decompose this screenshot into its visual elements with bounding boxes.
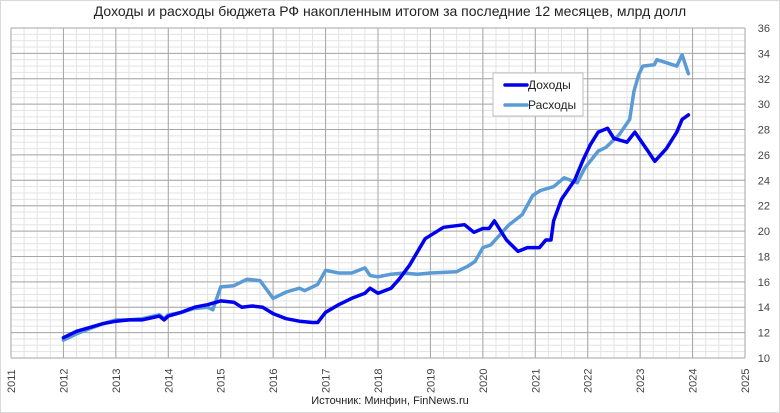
- x-tick-label: 2025: [740, 369, 752, 393]
- y-tick-label: 34: [758, 48, 770, 60]
- y-tick-label: 10: [758, 353, 770, 365]
- x-tick-label: 2018: [373, 369, 385, 393]
- legend-box: [492, 72, 584, 117]
- y-tick-label: 28: [758, 125, 770, 137]
- x-tick-label: 2017: [321, 369, 333, 393]
- chart-title: Доходы и расходы бюджета РФ накопленным …: [93, 3, 687, 19]
- x-tick-label: 2014: [163, 369, 175, 393]
- legend-label: Расходы: [528, 98, 576, 112]
- y-tick-label: 36: [758, 23, 770, 35]
- x-tick-label: 2016: [268, 369, 280, 393]
- x-tick-label: 2023: [635, 369, 647, 393]
- y-tick-label: 26: [758, 150, 770, 162]
- y-tick-label: 20: [758, 226, 770, 238]
- x-tick-label: 2019: [425, 369, 437, 393]
- legend-label: Доходы: [528, 78, 571, 92]
- y-tick-label: 30: [758, 99, 770, 111]
- x-tick-label: 2024: [688, 369, 700, 393]
- y-tick-label: 24: [758, 175, 770, 187]
- y-tick-label: 12: [758, 328, 770, 340]
- y-tick-label: 14: [758, 302, 770, 314]
- x-tick-label: 2012: [58, 369, 70, 393]
- y-tick-label: 32: [758, 74, 770, 86]
- x-tick-label: 2011: [6, 369, 18, 393]
- y-tick-label: 22: [758, 201, 770, 213]
- y-tick-label: 18: [758, 251, 770, 263]
- x-tick-label: 2021: [530, 369, 542, 393]
- x-tick-label: 2015: [216, 369, 228, 393]
- x-tick-label: 2020: [478, 369, 490, 393]
- x-tick-label: 2013: [111, 369, 123, 393]
- x-tick-label: 2022: [583, 369, 595, 393]
- source-note: Источник: Минфин, FinNews.ru: [311, 395, 469, 407]
- y-tick-label: 16: [758, 277, 770, 289]
- series-line-revenue: [61, 113, 691, 340]
